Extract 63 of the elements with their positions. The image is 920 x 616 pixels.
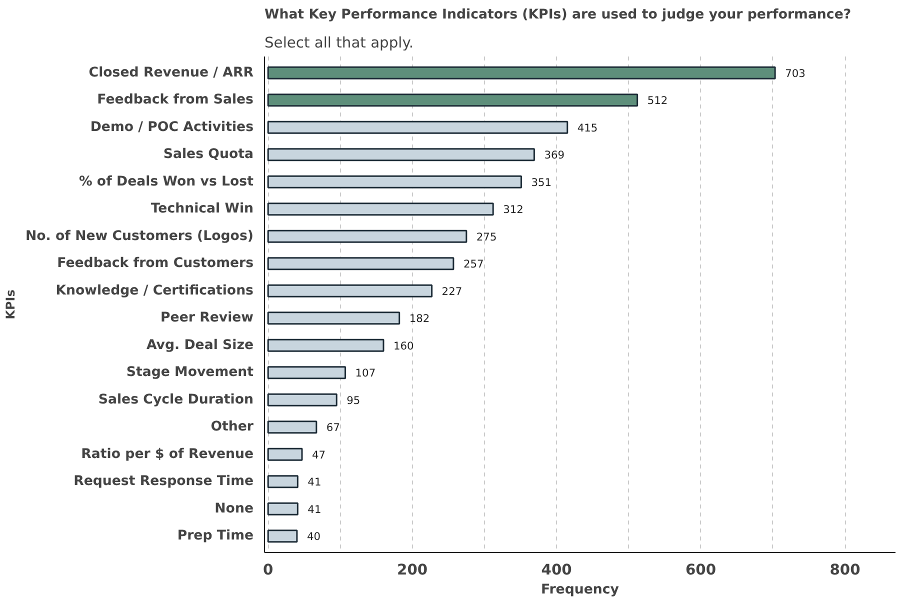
x-tick-label: 0 bbox=[263, 562, 274, 578]
data-label: 275 bbox=[476, 230, 497, 244]
bar bbox=[267, 475, 298, 488]
bar bbox=[267, 94, 638, 107]
data-label: 107 bbox=[355, 366, 376, 380]
bar bbox=[267, 120, 568, 134]
y-tick-label: Demo / POC Activities bbox=[90, 120, 254, 135]
y-tick-label: Sales Cycle Duration bbox=[98, 392, 254, 408]
y-tick-label: Peer Review bbox=[160, 310, 254, 326]
data-label: 41 bbox=[308, 476, 322, 489]
bar bbox=[267, 530, 298, 543]
bar bbox=[267, 148, 535, 162]
data-label: 312 bbox=[503, 203, 524, 216]
data-label: 351 bbox=[531, 176, 552, 189]
y-tick-label: Prep Time bbox=[177, 528, 254, 544]
bar bbox=[267, 366, 346, 380]
data-label: 703 bbox=[785, 66, 806, 80]
x-tick-label: 400 bbox=[541, 562, 572, 578]
bar bbox=[267, 338, 384, 352]
data-label: 227 bbox=[442, 284, 462, 298]
bar bbox=[267, 66, 776, 80]
y-tick-label: Request Response Time bbox=[74, 474, 254, 490]
chart-title: What Key Performance Indicators (KPIs) are used to judge your performance? bbox=[264, 8, 852, 22]
y-tick-label: Feedback from Customers bbox=[57, 256, 254, 272]
y-tick-label: Sales Quota bbox=[163, 147, 254, 162]
bar bbox=[267, 284, 433, 298]
y-tick-label: Other bbox=[210, 420, 254, 435]
bar bbox=[267, 312, 400, 325]
x-tick-label: 600 bbox=[685, 562, 716, 578]
data-label: 160 bbox=[393, 339, 414, 352]
x-tick-label: 800 bbox=[830, 562, 860, 578]
x-axis-title: Frequency bbox=[540, 582, 620, 598]
y-tick-label: Ratio per $ of Revenue bbox=[81, 446, 254, 462]
chart-subtitle: Select all that apply. bbox=[264, 34, 414, 52]
data-label: 67 bbox=[326, 421, 340, 434]
bar bbox=[267, 257, 454, 270]
bar bbox=[267, 502, 298, 516]
data-label: 182 bbox=[409, 312, 430, 326]
data-label: 512 bbox=[647, 94, 668, 108]
y-tick-label: Avg. Deal Size bbox=[146, 338, 254, 353]
bar bbox=[267, 175, 522, 188]
y-tick-label: No. of New Customers (Logos) bbox=[25, 228, 254, 244]
y-tick-label: Feedback from Sales bbox=[97, 92, 254, 108]
bar bbox=[267, 448, 303, 461]
data-label: 369 bbox=[544, 148, 565, 162]
data-label: 95 bbox=[346, 394, 360, 407]
y-axis-title: KPIs bbox=[3, 290, 18, 320]
y-tick-label: % of Deals Won vs Lost bbox=[78, 174, 254, 190]
bar bbox=[267, 393, 338, 406]
y-tick-label: Closed Revenue / ARR bbox=[88, 65, 254, 80]
data-label: 47 bbox=[312, 448, 326, 462]
y-tick-label: Technical Win bbox=[150, 202, 254, 217]
data-label: 257 bbox=[463, 258, 484, 271]
bar bbox=[267, 230, 468, 243]
bar bbox=[267, 420, 318, 434]
data-label: 40 bbox=[306, 530, 321, 544]
data-label: 41 bbox=[308, 502, 322, 516]
y-tick-label: Stage Movement bbox=[126, 365, 254, 380]
x-tick-label: 200 bbox=[397, 562, 428, 578]
bar bbox=[267, 202, 494, 216]
data-label: 415 bbox=[577, 121, 598, 134]
y-tick-label: None bbox=[214, 501, 254, 516]
y-tick-label: Knowledge / Certifications bbox=[56, 283, 254, 298]
